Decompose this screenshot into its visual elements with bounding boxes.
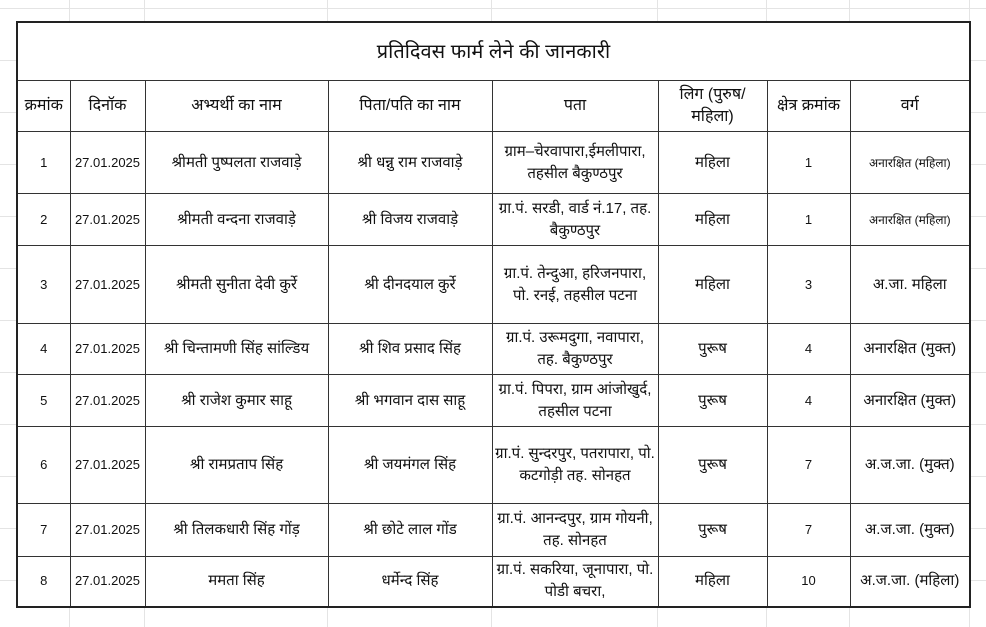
cell-gender[interactable]: पुरूष — [657, 503, 768, 557]
cell-gender[interactable]: पुरूष — [657, 374, 768, 427]
cell-area-no[interactable]: 10 — [766, 556, 851, 607]
cell-address[interactable]: ग्राम–चेरवापारा,ईमलीपारा, तहसील बैकुण्ठप… — [491, 131, 659, 194]
cell-area-no[interactable]: 1 — [766, 131, 851, 194]
cell-sno[interactable]: 5 — [16, 374, 71, 427]
cell-address[interactable]: ग्रा.पं. पिपरा, ग्राम आंजोखुर्द, तहसील प… — [491, 374, 659, 427]
cell-address[interactable]: ग्रा.पं. सकरिया, जूनापारा, पो. पोडी बचरा… — [491, 556, 659, 607]
header-father-name[interactable]: पिता/पति का नाम — [327, 80, 493, 132]
cell-sno[interactable]: 1 — [16, 131, 71, 194]
cell-date[interactable]: 27.01.2025 — [69, 131, 146, 194]
daily-form-table: प्रतिदिवस फार्म लेने की जानकारी क्रमांक … — [16, 21, 971, 608]
cell-father-name[interactable]: श्री धन्नु राम राजवाड़े — [327, 131, 493, 194]
cell-category[interactable]: अ.जा. महिला — [849, 245, 971, 324]
header-area-no[interactable]: क्षेत्र क्रमांक — [766, 80, 851, 132]
table-row: 7 27.01.2025 श्री तिलकधारी सिंह गोंड़ श्री … — [16, 503, 971, 557]
table-row: 1 27.01.2025 श्रीमती पुष्पलता राजवाड़े श्री… — [16, 131, 971, 194]
cell-gender[interactable]: महिला — [657, 245, 768, 324]
cell-category[interactable]: अनारक्षित (महिला) — [849, 193, 971, 246]
header-date[interactable]: दिनॉक — [69, 80, 146, 132]
cell-address[interactable]: ग्रा.पं. सुन्दरपुर, पतरापारा, पो. कटगोड़… — [491, 426, 659, 504]
cell-father-name[interactable]: श्री विजय राजवाड़े — [327, 193, 493, 246]
header-sno[interactable]: क्रमांक — [16, 80, 71, 132]
cell-area-no[interactable]: 3 — [766, 245, 851, 324]
cell-father-name[interactable]: श्री दीनदयाल कुर्रे — [327, 245, 493, 324]
cell-date[interactable]: 27.01.2025 — [69, 193, 146, 246]
header-gender[interactable]: लिग (पुरुष/ महिला) — [657, 80, 768, 132]
cell-candidate-name[interactable]: श्रीमती सुनीता देवी कुर्रे — [144, 245, 329, 324]
cell-candidate-name[interactable]: श्रीमती पुष्पलता राजवाड़े — [144, 131, 329, 194]
cell-candidate-name[interactable]: श्री चिन्तामणी सिंह सांल्डिय — [144, 323, 329, 375]
cell-father-name[interactable]: श्री जयमंगल सिंह — [327, 426, 493, 504]
cell-gender[interactable]: पुरूष — [657, 323, 768, 375]
cell-area-no[interactable]: 4 — [766, 323, 851, 375]
cell-area-no[interactable]: 1 — [766, 193, 851, 246]
table-row: 2 27.01.2025 श्रीमती वन्दना राजवाड़े श्री व… — [16, 193, 971, 246]
cell-address[interactable]: ग्रा.पं. आनन्दपुर, ग्राम गोयनी, तह. सोनह… — [491, 503, 659, 557]
header-row: क्रमांक दिनॉक अभ्यर्थी का नाम पिता/पति क… — [16, 80, 971, 132]
table-title[interactable]: प्रतिदिवस फार्म लेने की जानकारी — [16, 21, 971, 81]
cell-gender[interactable]: पुरूष — [657, 426, 768, 504]
header-candidate-name[interactable]: अभ्यर्थी का नाम — [144, 80, 329, 132]
cell-father-name[interactable]: धर्मेन्द सिंह — [327, 556, 493, 607]
cell-candidate-name[interactable]: श्री राजेश कुमार साहू — [144, 374, 329, 427]
cell-category[interactable]: अनारक्षित (मुक्त) — [849, 374, 971, 427]
cell-candidate-name[interactable]: श्री तिलकधारी सिंह गोंड़ — [144, 503, 329, 557]
cell-father-name[interactable]: श्री शिव प्रसाद सिंह — [327, 323, 493, 375]
cell-date[interactable]: 27.01.2025 — [69, 556, 146, 607]
table-row: 4 27.01.2025 श्री चिन्तामणी सिंह सांल्डिय श… — [16, 323, 971, 375]
cell-sno[interactable]: 3 — [16, 245, 71, 324]
cell-address[interactable]: ग्रा.पं. तेन्दुआ, हरिजनपारा, पो. रनई, तह… — [491, 245, 659, 324]
cell-candidate-name[interactable]: ममता सिंह — [144, 556, 329, 607]
cell-area-no[interactable]: 7 — [766, 426, 851, 504]
cell-address[interactable]: ग्रा.पं. उरूमदुगा, नवापारा, तह. बैकुण्ठप… — [491, 323, 659, 375]
table-row: 8 27.01.2025 ममता सिंह धर्मेन्द सिंह ग्रा.पं… — [16, 556, 971, 607]
cell-category[interactable]: अ.ज.जा. (मुक्त) — [849, 426, 971, 504]
cell-date[interactable]: 27.01.2025 — [69, 374, 146, 427]
cell-sno[interactable]: 6 — [16, 426, 71, 504]
cell-date[interactable]: 27.01.2025 — [69, 426, 146, 504]
cell-address[interactable]: ग्रा.पं. सरडी, वार्ड नं.17, तह. बैकुण्ठप… — [491, 193, 659, 246]
cell-area-no[interactable]: 4 — [766, 374, 851, 427]
cell-gender[interactable]: महिला — [657, 131, 768, 194]
cell-candidate-name[interactable]: श्रीमती वन्दना राजवाड़े — [144, 193, 329, 246]
cell-sno[interactable]: 4 — [16, 323, 71, 375]
table-row: 6 27.01.2025 श्री रामप्रताप सिंह श्री जयमंग… — [16, 426, 971, 504]
cell-area-no[interactable]: 7 — [766, 503, 851, 557]
table-row: 3 27.01.2025 श्रीमती सुनीता देवी कुर्रे श्र… — [16, 245, 971, 324]
cell-gender[interactable]: महिला — [657, 193, 768, 246]
cell-candidate-name[interactable]: श्री रामप्रताप सिंह — [144, 426, 329, 504]
cell-gender[interactable]: महिला — [657, 556, 768, 607]
cell-date[interactable]: 27.01.2025 — [69, 503, 146, 557]
header-category[interactable]: वर्ग — [849, 80, 971, 132]
cell-father-name[interactable]: श्री भगवान दास साहू — [327, 374, 493, 427]
cell-category[interactable]: अ.ज.जा. (महिला) — [849, 556, 971, 607]
cell-sno[interactable]: 7 — [16, 503, 71, 557]
cell-sno[interactable]: 8 — [16, 556, 71, 607]
header-address[interactable]: पता — [491, 80, 659, 132]
cell-category[interactable]: अनारक्षित (महिला) — [849, 131, 971, 194]
cell-father-name[interactable]: श्री छोटे लाल गोंड — [327, 503, 493, 557]
table-row: 5 27.01.2025 श्री राजेश कुमार साहू श्री भगव… — [16, 374, 971, 427]
cell-sno[interactable]: 2 — [16, 193, 71, 246]
cell-category[interactable]: अ.ज.जा. (मुक्त) — [849, 503, 971, 557]
cell-date[interactable]: 27.01.2025 — [69, 323, 146, 375]
cell-category[interactable]: अनारक्षित (मुक्त) — [849, 323, 971, 375]
cell-date[interactable]: 27.01.2025 — [69, 245, 146, 324]
